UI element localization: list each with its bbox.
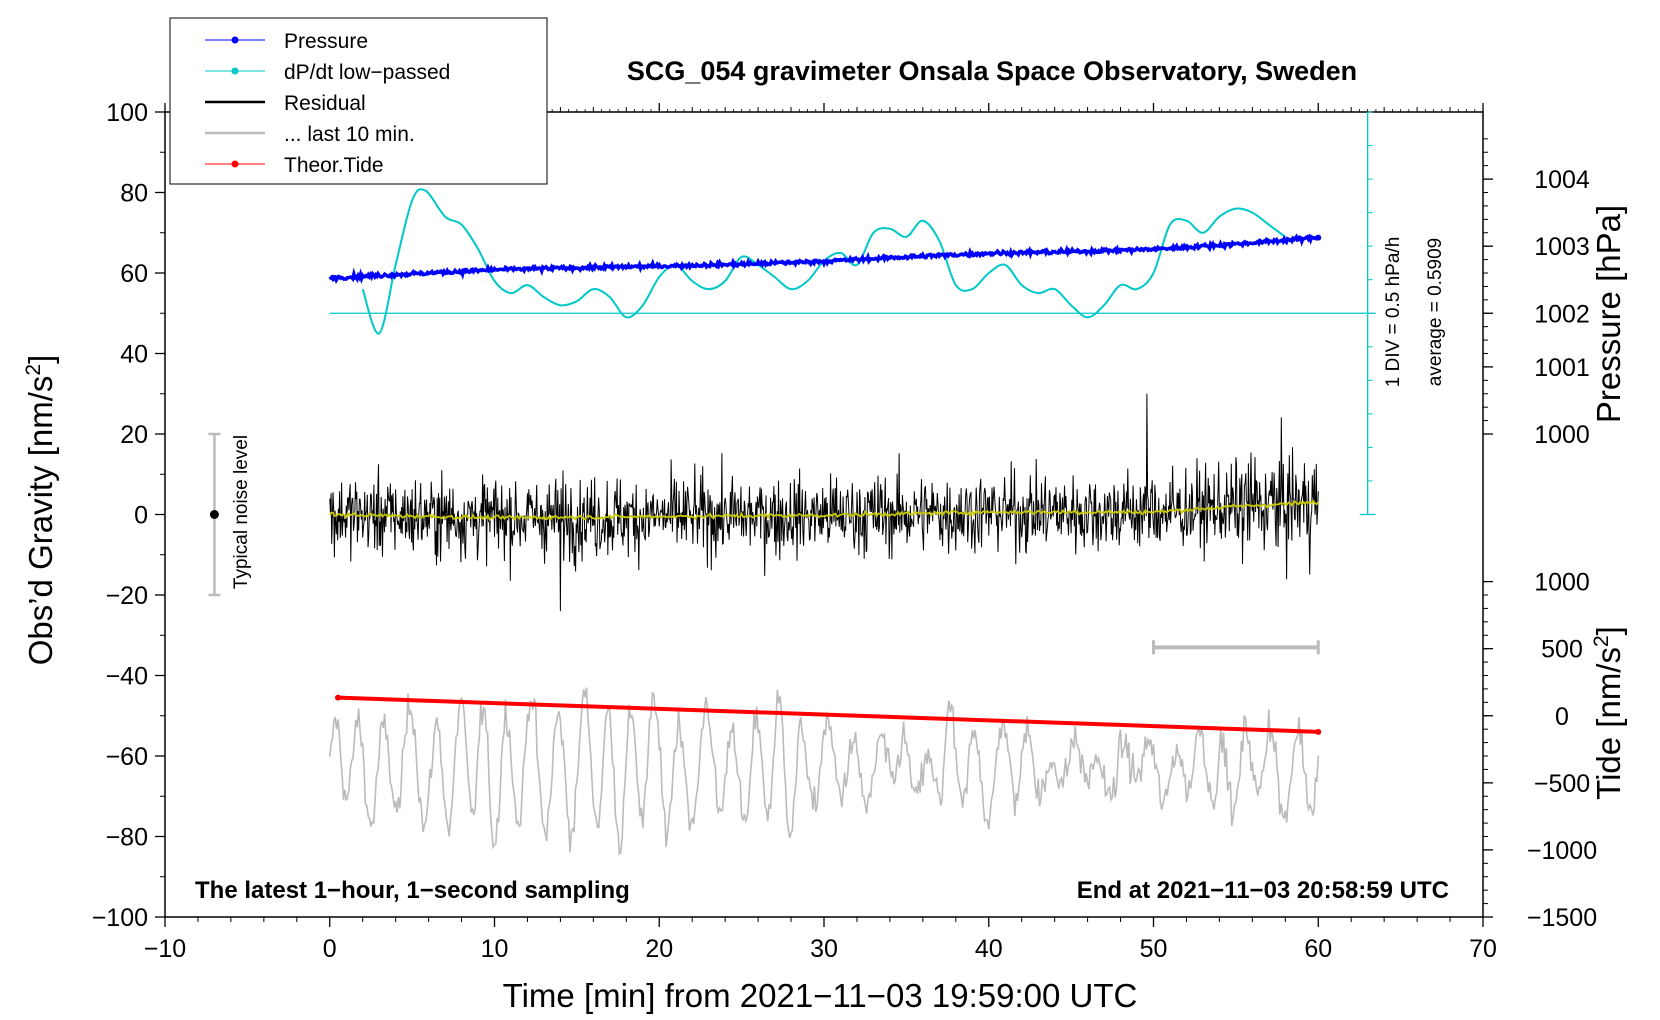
- legend-item-pressure: Pressure: [205, 30, 368, 53]
- residual-line: [329, 393, 1319, 612]
- pressure-point: [331, 274, 338, 281]
- theor-tide-point: [1315, 728, 1322, 735]
- x-axis-title: Time [min] from 2021−11−03 19:59:00 UTC: [503, 977, 1138, 1014]
- tide-tick-label: 0: [1555, 703, 1569, 731]
- theor-tide-point: [334, 694, 341, 701]
- legend-item-residual: Residual: [205, 92, 366, 115]
- legend-item-dpdt: dP/dt low−passed: [205, 61, 450, 84]
- y-tick-label: 0: [134, 502, 148, 530]
- legend-label: Pressure: [284, 30, 368, 53]
- x-tick-label: 30: [810, 935, 838, 963]
- dpdt-average-label: average = 0.5909: [1425, 238, 1446, 386]
- chart-title: SCG_054 gravimeter Onsala Space Observat…: [627, 56, 1357, 86]
- residual-smoothed-line: [329, 499, 1320, 522]
- bottom-left-note: The latest 1−hour, 1−second sampling: [195, 877, 630, 904]
- x-tick-label: 20: [645, 935, 673, 963]
- tide-tick-label: −1500: [1527, 904, 1597, 932]
- tide-tick-label: −500: [1534, 770, 1590, 798]
- annotations-layer: [208, 111, 1376, 655]
- noise-level-label: Typical noise level: [231, 435, 252, 589]
- pressure-tick-label: 1001: [1534, 354, 1590, 382]
- bottom-right-note: End at 2021−11−03 20:58:59 UTC: [1077, 877, 1449, 904]
- pressure-tick-label: 1002: [1534, 300, 1590, 328]
- theor-tide-line: [337, 695, 1319, 734]
- tide-tick-label: 1000: [1534, 569, 1590, 597]
- last-10-min-line: [329, 687, 1320, 856]
- y-axis-title-gravity: Obs’d Gravity [nm/s2]: [22, 355, 59, 666]
- legend-label: Residual: [284, 92, 366, 115]
- axis-ticks: −10 0 10 20 30 40 50 60 70−100−80−60−40−20020406…: [92, 99, 1597, 963]
- y-tick-label: −60: [106, 743, 148, 771]
- pressure-tick-label: 1000: [1534, 421, 1590, 449]
- pressure-tick-label: 1003: [1534, 233, 1590, 261]
- x-tick-label: 50: [1140, 935, 1168, 963]
- legend-label: ... last 10 min.: [284, 123, 415, 146]
- y-axis-title-pressure: Pressure [hPa]: [1590, 205, 1627, 423]
- x-tick-label: 0: [323, 935, 337, 963]
- y-tick-label: 60: [120, 260, 148, 288]
- x-tick-label: 70: [1469, 935, 1497, 963]
- legend-label: Theor.Tide: [284, 154, 384, 177]
- y-tick-label: −40: [106, 663, 148, 691]
- legend: Pressure dP/dt low−passed Residual ... l…: [169, 17, 548, 185]
- x-tick-label: 60: [1304, 935, 1332, 963]
- x-tick-label: 10: [481, 935, 509, 963]
- pressure-line: [328, 233, 1320, 285]
- x-tick-label: 40: [975, 935, 1003, 963]
- dpdt-div-label: 1 DIV = 0.5 hPa/h: [1383, 237, 1404, 388]
- y-axis-title-tide: Tide [nm/s2]: [1590, 626, 1627, 800]
- legend-marker: [231, 36, 239, 44]
- pressure-tick-label: 1004: [1534, 166, 1590, 194]
- y-tick-label: −20: [106, 582, 148, 610]
- y-tick-label: 40: [120, 341, 148, 369]
- x-tick-label: −10: [144, 935, 186, 963]
- series-layer: [328, 188, 1322, 856]
- y-tick-label: 80: [120, 180, 148, 208]
- legend-label: dP/dt low−passed: [284, 61, 450, 84]
- y-tick-label: 20: [120, 421, 148, 449]
- legend-marker: [231, 67, 239, 75]
- legend-item-theor-tide: Theor.Tide: [205, 154, 384, 177]
- legend-item-last-10-min: ... last 10 min.: [205, 123, 415, 146]
- noise-level-center: [209, 510, 219, 519]
- tide-tick-label: −1000: [1527, 837, 1597, 865]
- y-tick-label: −100: [92, 904, 148, 932]
- legend-marker: [231, 160, 239, 168]
- pressure-point: [1315, 234, 1322, 241]
- y-tick-label: −80: [106, 824, 148, 852]
- y-tick-label: 100: [106, 99, 148, 127]
- tide-tick-label: 500: [1541, 636, 1583, 664]
